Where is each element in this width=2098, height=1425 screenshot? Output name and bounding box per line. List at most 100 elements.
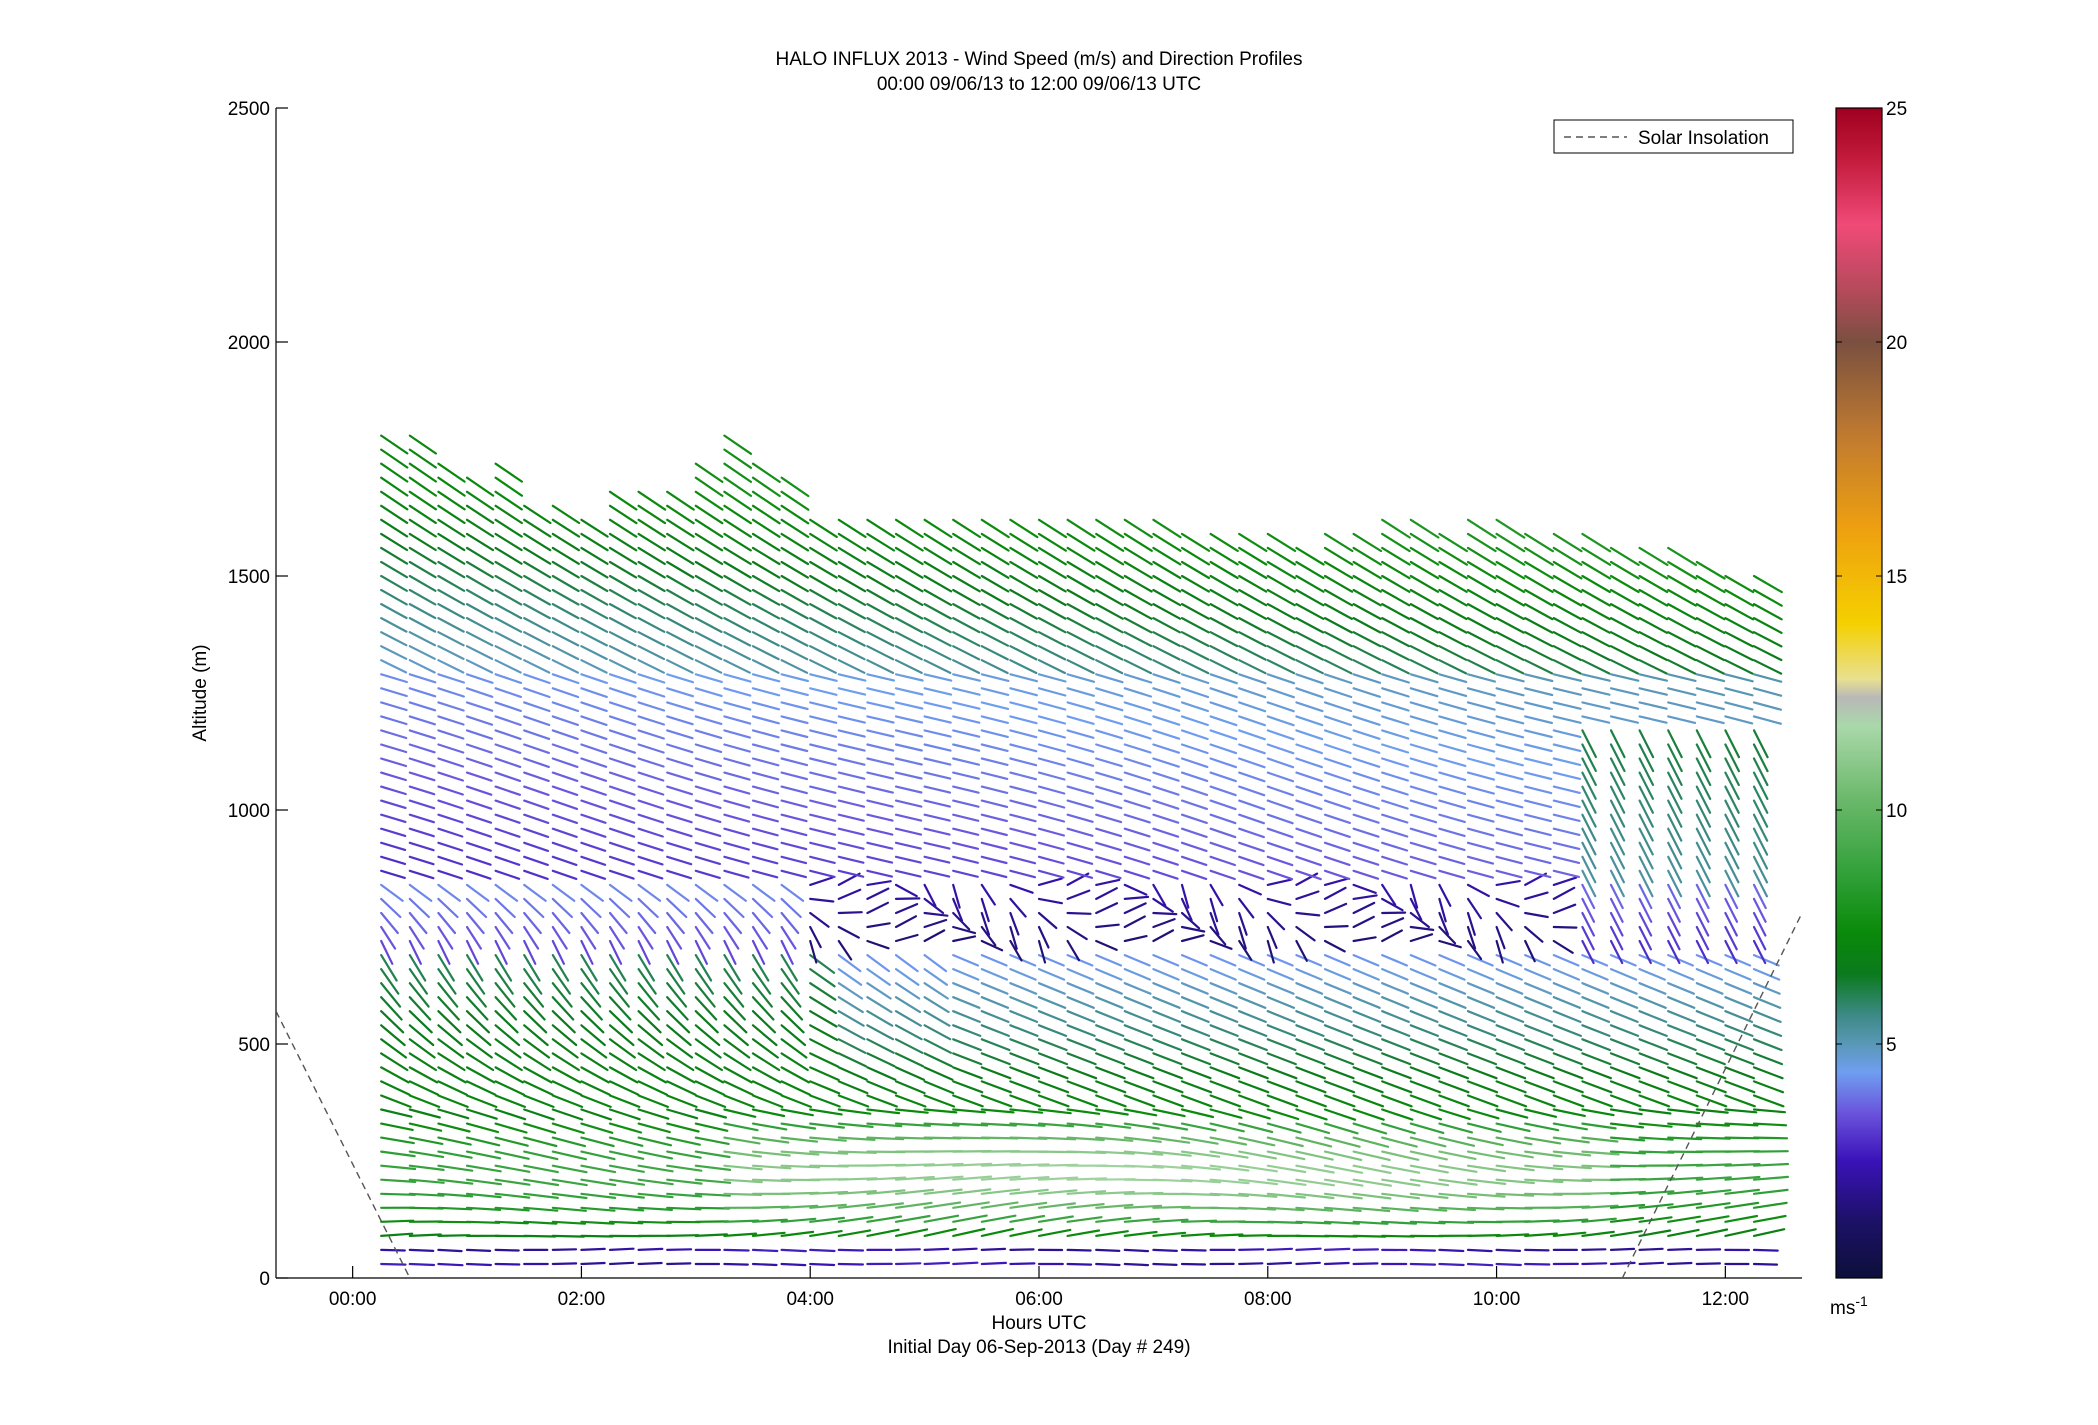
wind-vector [1123, 902, 1147, 915]
wind-vector [809, 841, 837, 850]
wind-vector [1381, 1206, 1419, 1213]
y-tick-label: 1000 [228, 801, 270, 822]
wind-vector [1724, 982, 1753, 995]
wind-vector [1724, 715, 1754, 725]
wind-vector [380, 490, 409, 511]
wind-vector [465, 911, 485, 935]
wind-vector [980, 743, 1009, 753]
wind-vector [837, 1080, 869, 1095]
wind-vector [1037, 1122, 1075, 1128]
wind-vector [494, 701, 522, 713]
wind-vector [751, 729, 780, 739]
wind-vector [923, 799, 952, 808]
wind-vector [980, 1010, 1010, 1024]
wind-vector [980, 925, 997, 947]
wind-vector [666, 1136, 701, 1146]
wind-vector [1438, 1080, 1470, 1094]
wind-vector [1009, 855, 1037, 865]
wind-vector [666, 504, 695, 525]
wind-vector [1095, 588, 1124, 607]
wind-vector [580, 588, 609, 606]
wind-vector [408, 996, 432, 1021]
wind-vector [1524, 701, 1554, 711]
wind-vector [1209, 827, 1237, 839]
wind-vector [1609, 687, 1640, 696]
wind-vector [523, 1178, 560, 1187]
wind-vector [1381, 518, 1411, 539]
wind-vector [1352, 785, 1381, 796]
wind-vector [1180, 967, 1209, 981]
wind-vector [1466, 1164, 1507, 1173]
wind-vector [1724, 925, 1738, 951]
wind-vector [494, 462, 524, 483]
wind-vector [1409, 1122, 1445, 1135]
wind-vector [1609, 1247, 1636, 1252]
wind-vector [1095, 841, 1122, 852]
wind-vector [1409, 1248, 1437, 1252]
chart-subtitle: 00:00 09/06/13 to 12:00 09/06/13 UTC [877, 74, 1201, 95]
wind-vector [1638, 813, 1654, 842]
wind-vector [1238, 996, 1267, 1009]
wind-vector [1466, 1024, 1497, 1038]
wind-vector [1381, 953, 1409, 967]
wind-vector [894, 1214, 931, 1223]
wind-vector [551, 869, 578, 881]
wind-vector [723, 1080, 754, 1096]
wind-vector [1552, 1024, 1583, 1038]
wind-vector [494, 504, 523, 525]
wind-vector [1266, 1052, 1297, 1066]
wind-vector [1552, 799, 1581, 809]
wind-vector [408, 953, 427, 982]
wind-vector [751, 911, 771, 935]
wind-vector [523, 715, 551, 727]
wind-vector [1352, 799, 1380, 810]
wind-vector [1352, 757, 1381, 768]
wind-vector [980, 1175, 1021, 1181]
wind-vector [1009, 1228, 1043, 1238]
wind-vector [1352, 602, 1382, 621]
wind-vector [1095, 616, 1124, 634]
wind-vector [1095, 982, 1124, 995]
wind-vector [523, 518, 552, 538]
wind-vector [723, 462, 753, 483]
wind-vector [780, 476, 810, 498]
wind-vector [894, 1175, 935, 1181]
wind-vector [494, 967, 514, 995]
wind-vector [1466, 785, 1495, 795]
wind-vector [1381, 1150, 1420, 1161]
wind-vector [837, 1248, 865, 1252]
wind-vector [1695, 869, 1711, 898]
wind-vector [809, 546, 838, 566]
wind-vector [1123, 715, 1152, 726]
wind-vector [437, 1052, 466, 1072]
wind-vector [866, 1189, 906, 1195]
wind-vector [1667, 939, 1681, 965]
wind-vector [1438, 588, 1468, 607]
wind-vector [780, 953, 799, 982]
wind-vector [723, 813, 751, 823]
wind-vector [923, 855, 951, 864]
wind-vector [1667, 883, 1682, 910]
wind-vector [837, 1094, 870, 1108]
wind-vector [1667, 925, 1681, 951]
wind-vector [751, 996, 775, 1021]
wind-vector [1466, 1150, 1506, 1160]
wind-vector [1323, 560, 1354, 580]
wind-vector [666, 1262, 692, 1266]
wind-vector [408, 588, 437, 606]
wind-vector [980, 996, 1010, 1009]
wind-vector [551, 1080, 583, 1096]
wind-vector [1724, 939, 1738, 965]
wind-vector [1066, 1038, 1097, 1052]
wind-vector [694, 560, 724, 579]
wind-vector [580, 659, 608, 674]
wind-vector [809, 1150, 849, 1155]
wind-vector [408, 1108, 441, 1119]
wind-vector [1381, 701, 1410, 712]
wind-vector [1152, 673, 1181, 684]
wind-vector [608, 953, 627, 982]
wind-vector [809, 560, 838, 579]
wind-vector [1552, 546, 1583, 566]
wind-vector [723, 490, 753, 511]
wind-vector [1095, 1230, 1129, 1238]
